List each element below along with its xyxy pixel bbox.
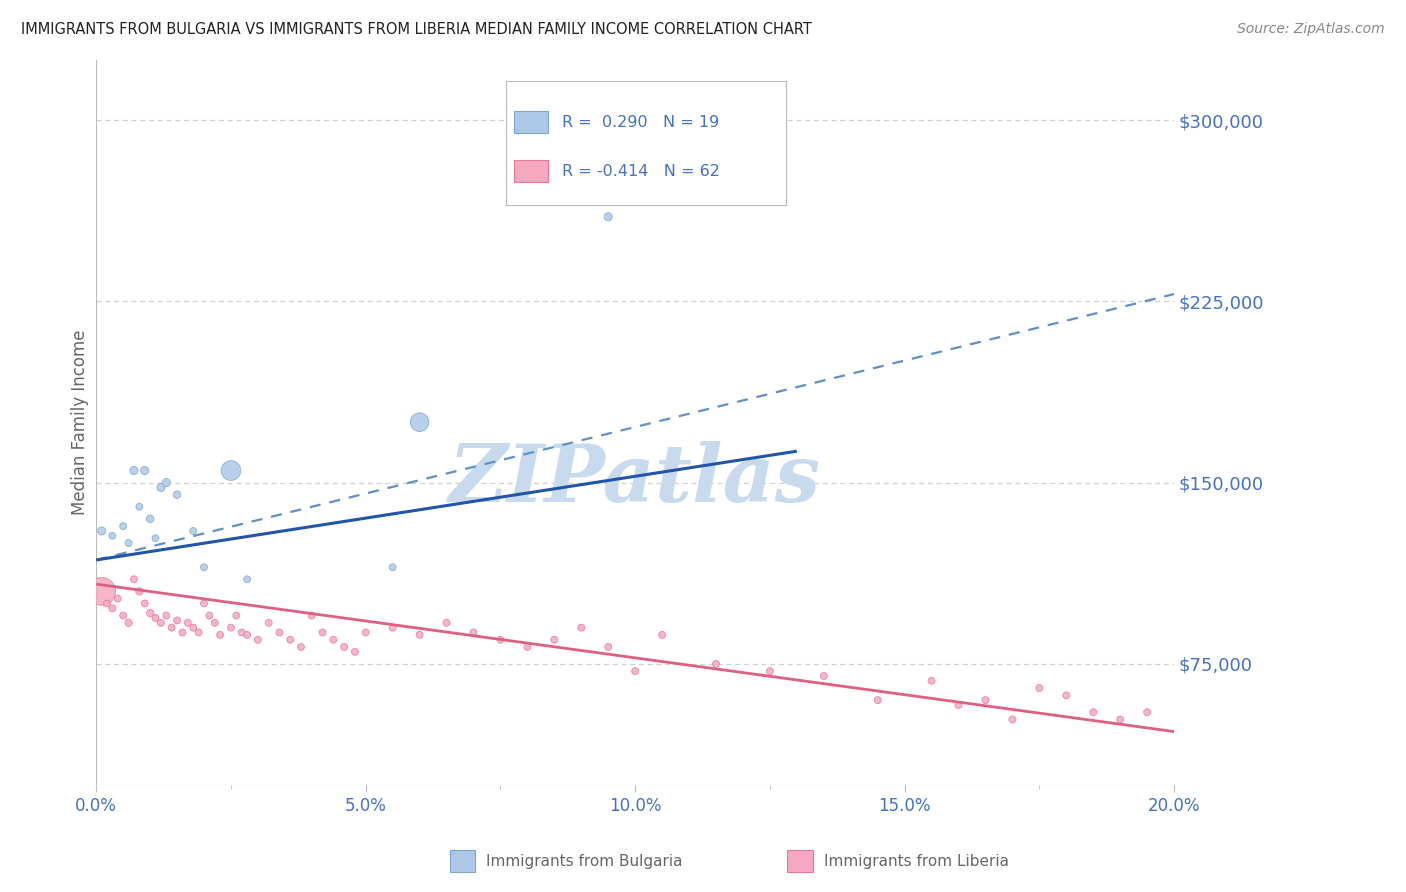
Text: Source: ZipAtlas.com: Source: ZipAtlas.com: [1237, 22, 1385, 37]
Point: [408, 628, 430, 642]
Point: [128, 500, 150, 514]
Point: [322, 632, 344, 647]
Point: [204, 615, 226, 630]
Point: [112, 519, 135, 533]
Y-axis label: Median Family Income: Median Family Income: [72, 329, 89, 515]
Point: [311, 625, 333, 640]
Point: [246, 632, 269, 647]
Point: [90, 524, 112, 538]
Point: [193, 597, 215, 611]
Point: [231, 625, 253, 640]
Point: [145, 611, 167, 625]
Point: [209, 628, 232, 642]
Point: [166, 614, 188, 628]
Point: [96, 597, 118, 611]
Point: [543, 632, 565, 647]
Point: [198, 608, 221, 623]
Text: IMMIGRANTS FROM BULGARIA VS IMMIGRANTS FROM LIBERIA MEDIAN FAMILY INCOME CORRELA: IMMIGRANTS FROM BULGARIA VS IMMIGRANTS F…: [21, 22, 813, 37]
Point: [181, 621, 204, 635]
Point: [236, 628, 259, 642]
Text: ZIPatlas: ZIPatlas: [449, 442, 821, 519]
Point: [236, 572, 259, 586]
Point: [155, 608, 177, 623]
Point: [463, 625, 485, 640]
Point: [177, 615, 200, 630]
Point: [598, 640, 620, 654]
Point: [181, 524, 204, 538]
Point: [651, 628, 673, 642]
Point: [624, 664, 647, 678]
Point: [134, 463, 156, 477]
Point: [1136, 705, 1159, 719]
Point: [343, 645, 366, 659]
Point: [1028, 681, 1050, 695]
Point: [193, 560, 215, 574]
Point: [278, 632, 301, 647]
Point: [122, 463, 145, 477]
Point: [219, 621, 242, 635]
Point: [866, 693, 889, 707]
Point: [172, 625, 194, 640]
Point: [149, 480, 172, 494]
Point: [107, 591, 129, 606]
Point: [122, 572, 145, 586]
Point: [117, 536, 139, 550]
Point: [948, 698, 970, 712]
Point: [219, 463, 242, 477]
Point: [354, 625, 377, 640]
Point: [290, 640, 312, 654]
Point: [813, 669, 835, 683]
Point: [139, 606, 162, 620]
Point: [333, 640, 356, 654]
Point: [301, 608, 323, 623]
Text: Immigrants from Bulgaria: Immigrants from Bulgaria: [486, 854, 683, 869]
Point: [101, 529, 124, 543]
Point: [489, 632, 512, 647]
Point: [1001, 713, 1024, 727]
Point: [1109, 713, 1132, 727]
Point: [225, 608, 247, 623]
Point: [1083, 705, 1105, 719]
Point: [257, 615, 280, 630]
Point: [160, 621, 183, 635]
Point: [516, 640, 538, 654]
Point: [134, 597, 156, 611]
Point: [155, 475, 177, 490]
Point: [759, 664, 782, 678]
Point: [101, 601, 124, 615]
Point: [117, 615, 139, 630]
Point: [166, 488, 188, 502]
Point: [381, 621, 404, 635]
Point: [187, 625, 209, 640]
Point: [149, 615, 172, 630]
Point: [1054, 689, 1077, 703]
Point: [436, 615, 458, 630]
Point: [128, 584, 150, 599]
Point: [139, 512, 162, 526]
Point: [704, 657, 727, 671]
Text: Immigrants from Liberia: Immigrants from Liberia: [824, 854, 1010, 869]
Point: [90, 584, 112, 599]
Point: [974, 693, 997, 707]
Point: [921, 673, 943, 688]
Point: [269, 625, 291, 640]
Point: [145, 531, 167, 545]
Point: [112, 608, 135, 623]
Point: [569, 621, 592, 635]
Point: [598, 210, 620, 224]
Point: [408, 415, 430, 429]
Point: [381, 560, 404, 574]
